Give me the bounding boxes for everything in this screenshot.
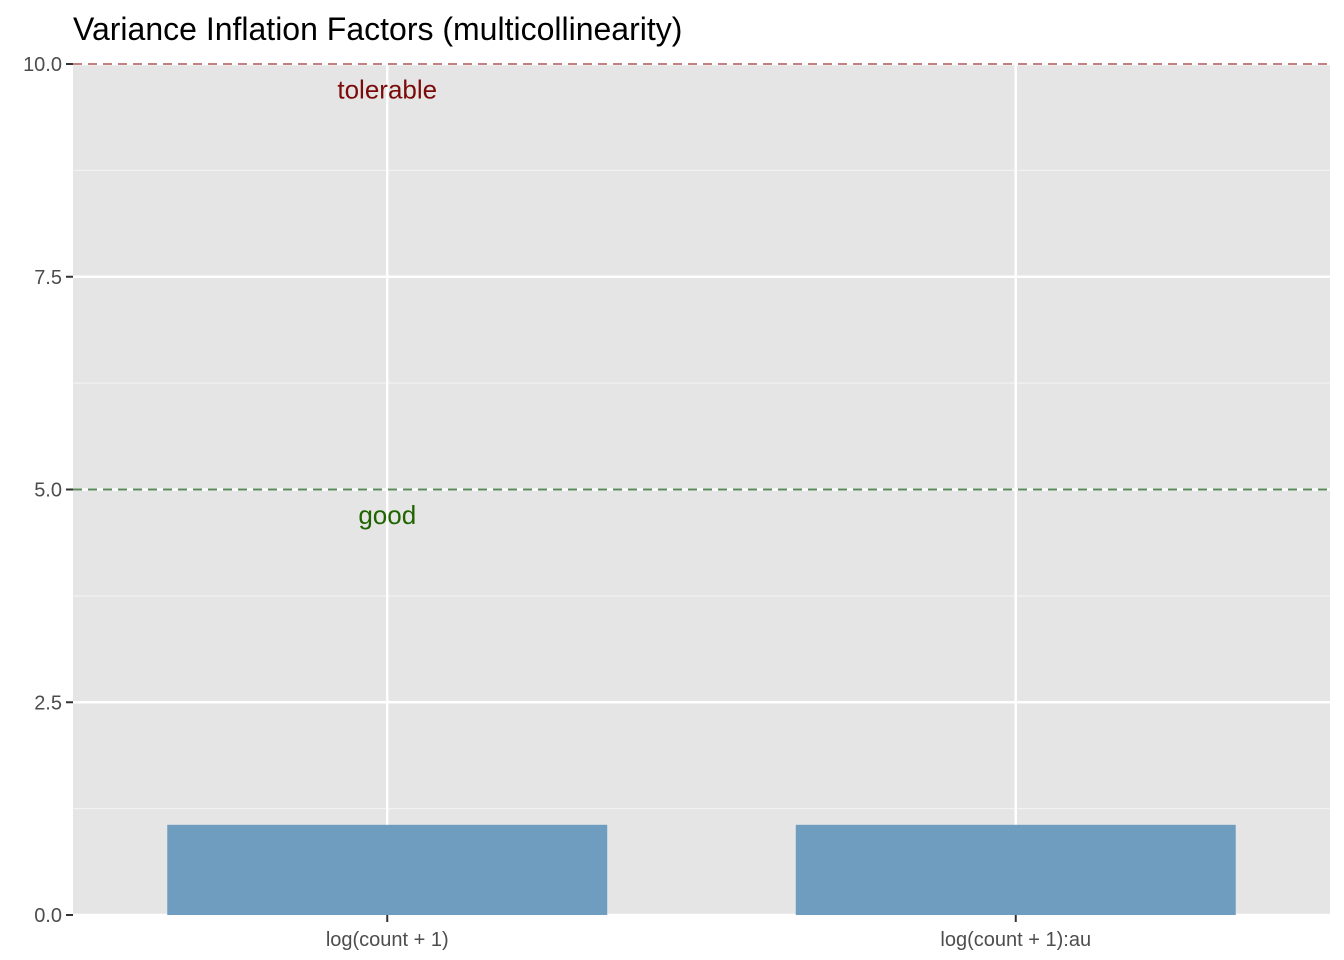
y-tick-label: 2.5 — [34, 692, 62, 714]
bar — [167, 824, 608, 915]
grid-lines — [73, 62, 1330, 917]
axes: 0.0 2.5 5.0 7.5 10.0 log(count + 1) log(count … — [23, 54, 1091, 951]
reference-lines: good tolerable — [73, 63, 1330, 530]
y-tick-label: 10.0 — [23, 54, 62, 76]
y-tick-label: 0.0 — [34, 905, 62, 927]
x-tick-label: log(count + 1) — [326, 929, 449, 951]
bars — [167, 824, 1236, 915]
reference-line-label: tolerable — [337, 75, 437, 105]
chart-title: Variance Inflation Factors (multicolline… — [73, 11, 682, 47]
bar — [795, 824, 1236, 915]
x-tick-label: log(count + 1):au — [940, 929, 1091, 951]
y-tick-label: 7.5 — [34, 267, 62, 289]
reference-line-label: good — [358, 500, 416, 530]
y-tick-label: 5.0 — [34, 480, 62, 502]
